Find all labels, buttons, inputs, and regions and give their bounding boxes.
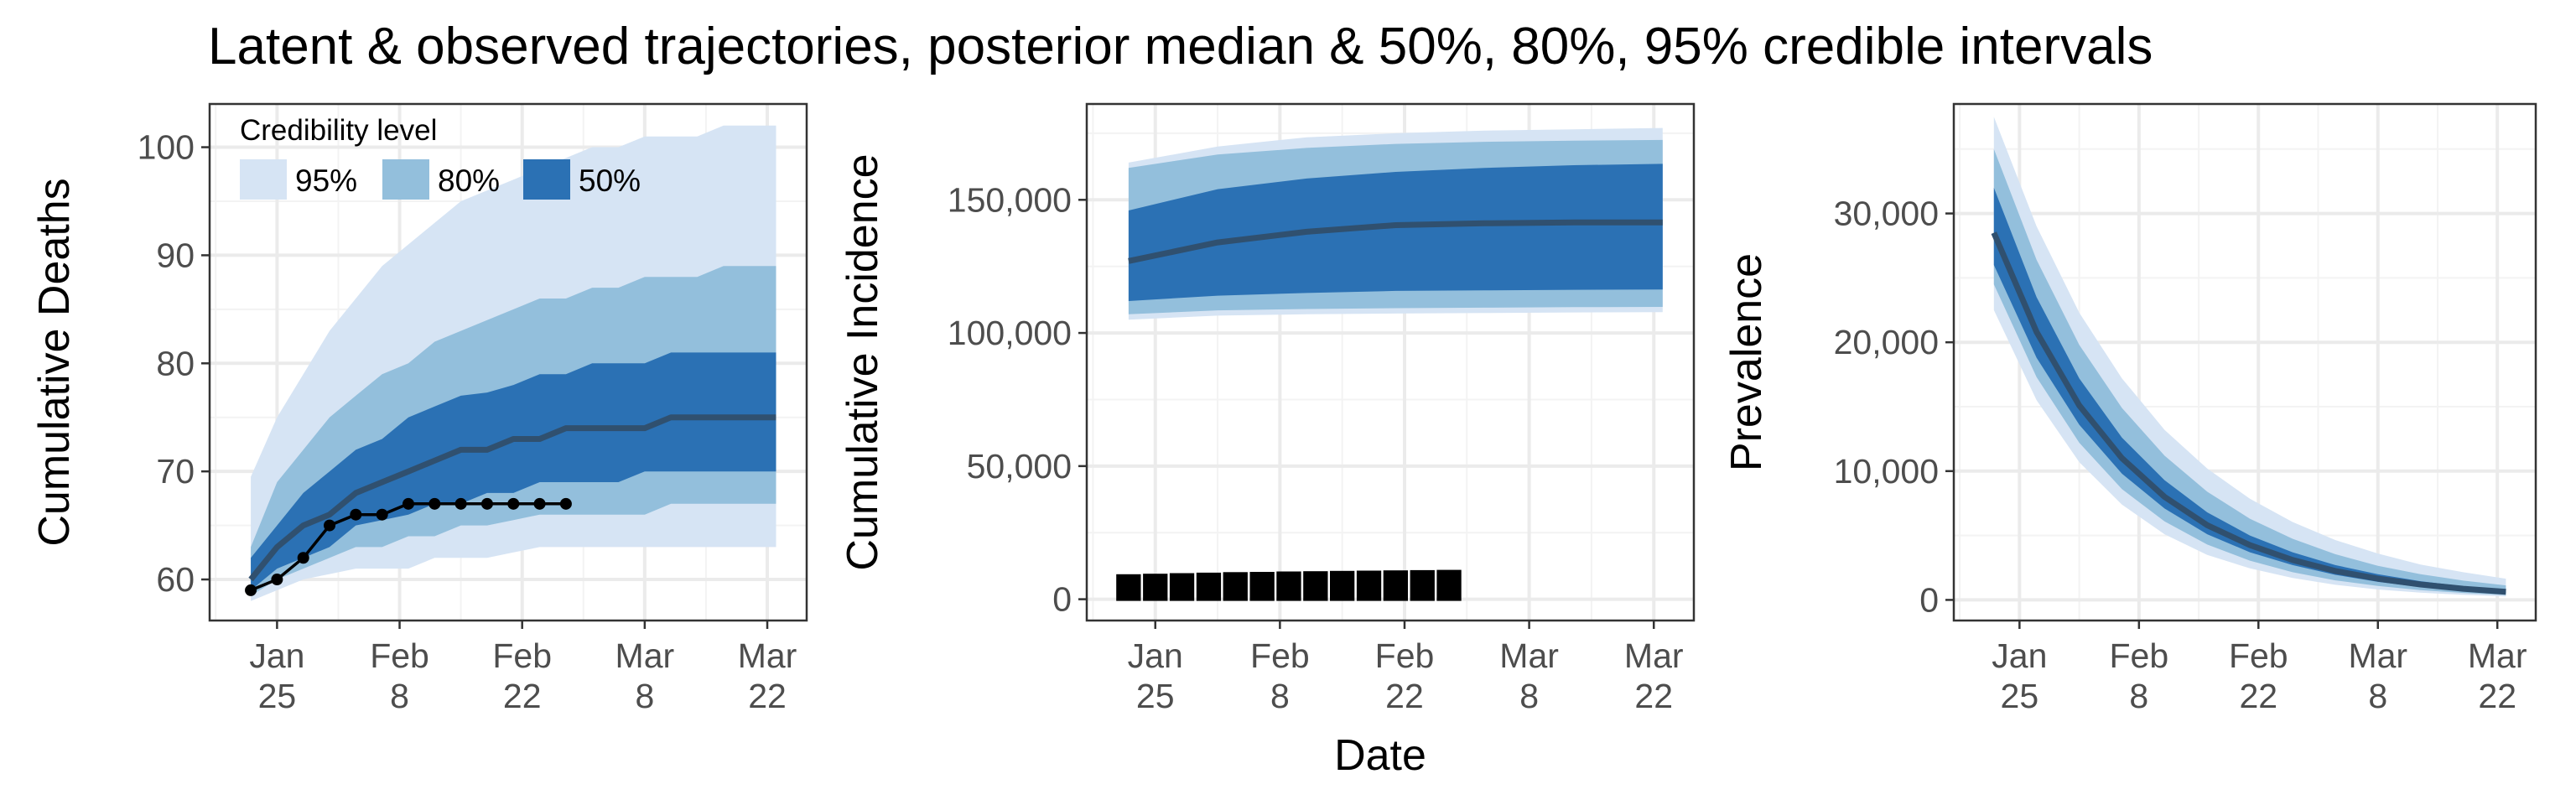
legend-label: 95% [295,164,357,198]
y-axis-title: Cumulative Deaths [30,178,79,546]
observed-point [1143,574,1168,601]
observed-point [1436,569,1462,601]
x-tick-label: Mar [2348,636,2407,675]
observed-point [533,497,546,510]
x-tick-label: 8 [635,677,654,715]
panel-prevalence: 010,00020,00030,000Jan25Feb8Feb22Mar8Mar… [1722,102,2537,715]
x-tick-label: 22 [748,677,787,715]
legend-key [523,159,570,200]
y-axis-title: Prevalence [1722,253,1771,471]
x-tick-label: Jan [249,636,304,675]
y-tick-label: 0 [1919,580,1939,619]
x-tick-label: Feb [492,636,552,675]
chart-title: Latent & observed trajectories, posterio… [208,18,2153,75]
x-tick-label: 25 [258,677,297,715]
observed-point [428,497,441,510]
x-tick-label: 22 [1385,677,1424,715]
observed-point [324,519,336,532]
x-tick-label: 8 [1519,677,1539,715]
x-tick-label: Feb [370,636,429,675]
observed-point [1410,569,1435,601]
x-tick-label: 22 [1634,677,1673,715]
observed-point [271,574,283,586]
panel-border [1952,102,2537,622]
y-tick-label: 50,000 [967,447,1072,486]
x-tick-label: Mar [1499,636,1559,675]
y-tick-label: 100,000 [948,314,1072,352]
x-tick-label: 25 [1136,677,1175,715]
y-tick-label: 150,000 [948,180,1072,219]
observed-point [1356,570,1382,601]
y-tick-label: 70 [156,452,195,491]
x-tick-label: Feb [2229,636,2288,675]
observed-point [1303,571,1328,601]
x-tick-label: Mar [615,636,675,675]
observed-point [507,497,520,510]
x-tick-label: 8 [2129,677,2148,715]
observed-point [1249,572,1275,601]
observed-point [1383,570,1408,601]
observed-point [376,508,388,521]
x-tick-label: Mar [1624,636,1684,675]
legend-key [382,159,429,200]
median-line [248,414,776,582]
observed-point [1330,570,1355,601]
panel-cumulative-incidence: 050,000100,000150,000Jan25Feb8Feb22Mar8M… [839,102,1696,715]
y-tick-label: 10,000 [1834,452,1939,491]
observed-point [1169,573,1195,601]
y-tick-label: 0 [1052,580,1072,619]
legend-key [240,159,287,200]
ribbon-50 [1128,164,1663,301]
observed-point [480,497,493,510]
observed-point [559,497,572,510]
median-line [1991,231,2506,595]
x-tick-label: Jan [1992,636,2047,675]
x-tick-label: 8 [390,677,409,715]
x-tick-label: Feb [2109,636,2168,675]
observed-point [1223,572,1248,601]
y-tick-label: 100 [138,128,195,167]
observed-point [245,584,257,596]
y-tick-label: 30,000 [1834,195,1939,233]
y-tick-label: 90 [156,236,195,274]
y-tick-label: 60 [156,560,195,599]
x-axis-title: Date [1334,731,1426,780]
x-tick-label: Feb [1375,636,1435,675]
x-tick-label: 25 [2001,677,2039,715]
ribbon-80 [1993,148,2506,595]
y-tick-label: 80 [156,344,195,382]
x-tick-label: 22 [2239,677,2277,715]
legend-label: 80% [438,164,500,198]
panel-cumulative-deaths: 60708090100Jan25Feb8Feb22Mar8Mar22Cumula… [30,102,808,715]
ribbon-50 [251,352,776,590]
observed-point [454,497,467,510]
legend-label: 50% [579,164,641,198]
observed-point [350,508,362,521]
x-tick-label: Jan [1128,636,1183,675]
observed-point [1196,572,1222,601]
x-tick-label: 22 [503,677,542,715]
panel-border [208,102,808,622]
x-tick-label: 22 [2478,677,2516,715]
panel-border [1085,102,1696,622]
observed-point [297,552,309,564]
x-tick-label: 8 [2368,677,2387,715]
x-tick-label: Mar [2468,636,2527,675]
observed-point [402,497,414,510]
x-tick-label: 8 [1270,677,1290,715]
median-line [1128,219,1663,264]
y-axis-title: Cumulative Incidence [839,153,887,570]
legend: Credibility level 95% 80% 50% [240,114,641,200]
observed-point [1276,571,1301,601]
legend-title: Credibility level [240,114,437,147]
observed-point [1116,574,1141,601]
y-tick-label: 20,000 [1834,323,1939,361]
x-tick-label: Feb [1250,636,1310,675]
x-tick-label: Mar [738,636,797,675]
